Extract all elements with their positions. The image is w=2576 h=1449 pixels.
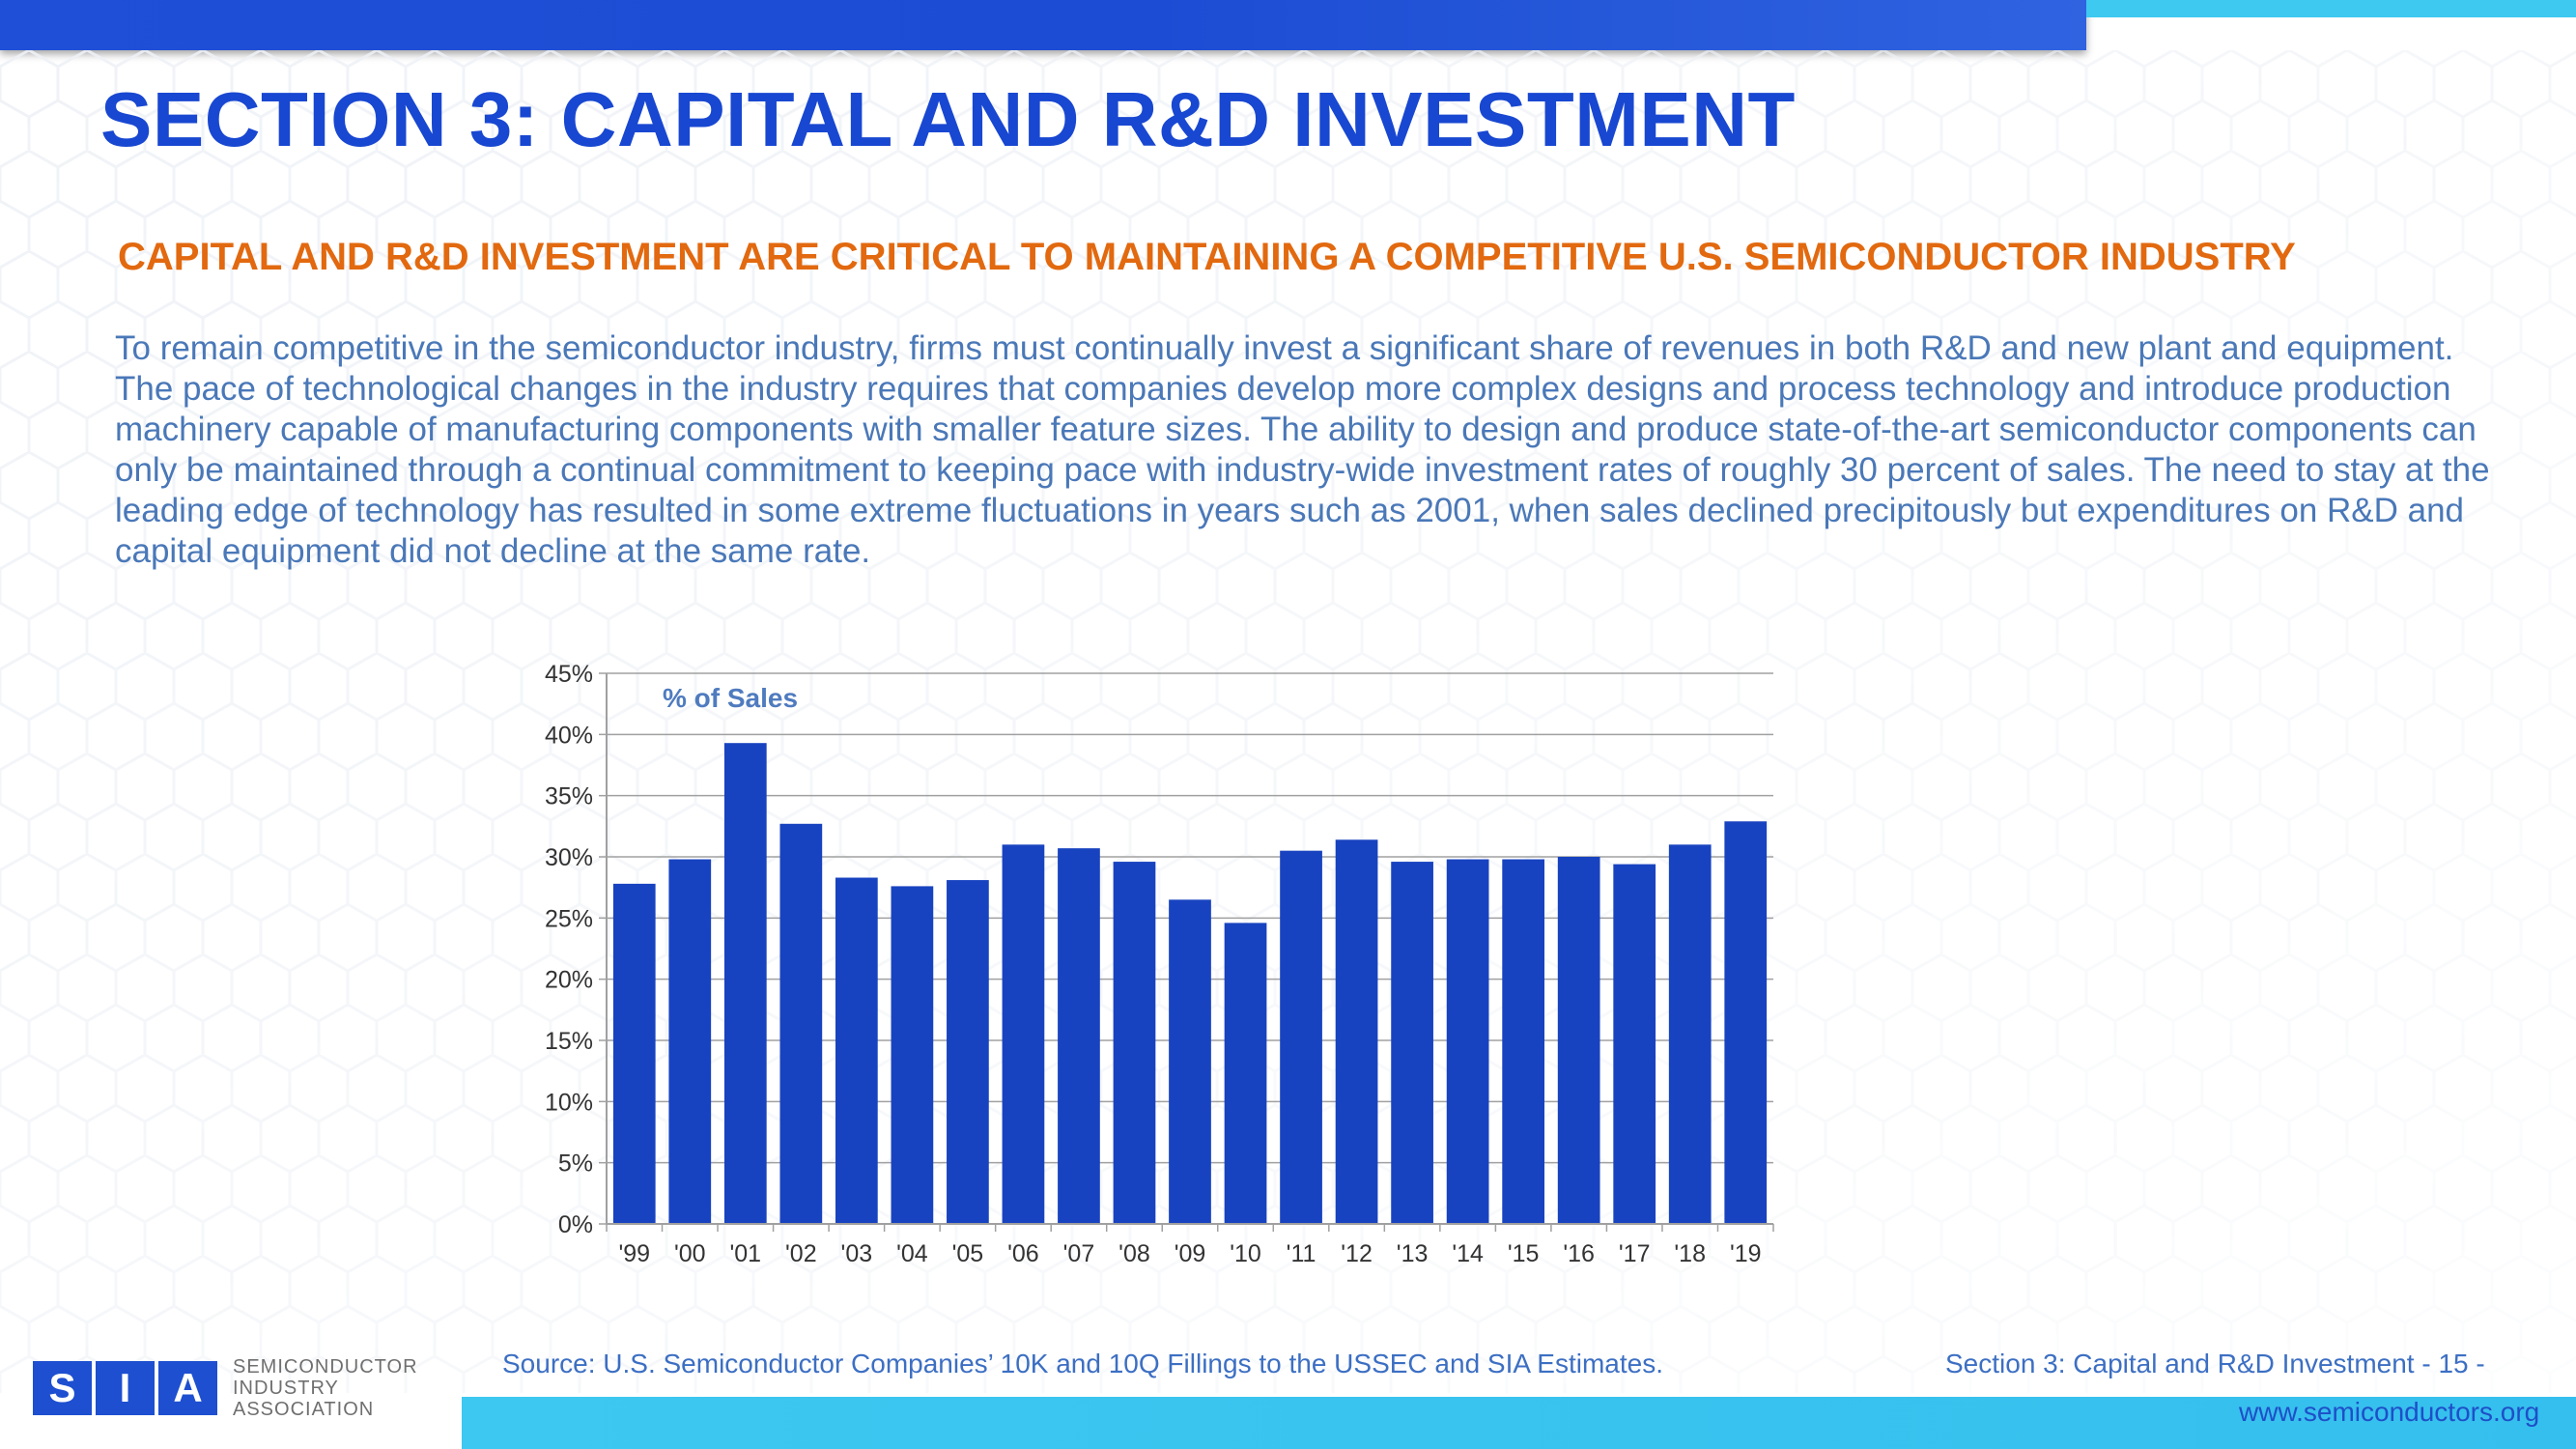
bar-13 [1391,862,1433,1224]
y-tick-label: 10% [545,1089,593,1116]
top-accent-band [2086,0,2576,17]
top-header-band [0,0,2086,50]
intro-paragraph: To remain competitive in the semiconduct… [115,329,2490,570]
y-tick-label: 30% [545,844,593,871]
x-tick-label: '12 [1341,1240,1373,1267]
bar-14 [1446,859,1489,1224]
x-tick-label: '14 [1452,1240,1484,1267]
y-axis-ticks: 0% 5% 10% 15% 20% 25% 30% 35% 40% 45% [545,661,607,1238]
bar-11 [1280,850,1322,1224]
x-tick-label: '00 [674,1240,706,1267]
bar-09 [1169,899,1211,1224]
x-tick-label: '04 [896,1240,928,1267]
y-tick-label: 0% [558,1211,593,1238]
x-tick-label: '15 [1508,1240,1540,1267]
logo-word-2: INDUSTRY [233,1378,339,1399]
bar-08 [1113,862,1156,1224]
website-link[interactable]: www.semiconductors.org [2239,1397,2540,1427]
bar-18 [1668,844,1712,1224]
bar-02 [779,823,823,1224]
x-tick-label: '09 [1175,1240,1206,1267]
x-tick-label: '18 [1674,1240,1706,1267]
bar-07 [1058,848,1100,1224]
x-tick-label: '17 [1619,1240,1651,1267]
bottom-accent-band [462,1397,2576,1449]
bar-10 [1224,923,1267,1224]
chart-annotation: % of Sales [663,683,798,713]
y-tick-label: 5% [558,1151,593,1178]
logo-letter-i: I [96,1361,155,1415]
y-tick-label: 25% [545,905,593,932]
bar-05 [947,880,989,1224]
x-tick-label: '05 [952,1240,984,1267]
logo-letter-a: A [158,1361,217,1415]
x-tick-label: '10 [1230,1240,1261,1267]
capex-rd-bar-chart: 0% 5% 10% 15% 20% 25% 30% 35% 40% 45% '99 '00 '01 '0… [545,661,1774,1267]
section-page-label: Section 3: Capital and R&D Investment - … [1945,1349,2485,1378]
chart-bars [612,743,1768,1224]
bar-12 [1335,839,1378,1224]
logo-word-1: SEMICONDUCTOR [233,1356,418,1378]
y-tick-label: 20% [545,967,593,994]
bar-16 [1557,857,1600,1224]
x-tick-label: '11 [1287,1240,1316,1267]
bar-15 [1502,859,1545,1224]
y-tick-label: 35% [545,783,593,810]
bar-03 [835,877,878,1224]
x-tick-label: '08 [1118,1240,1150,1267]
logo-letter-s: S [33,1361,92,1415]
logo-word-3: ASSOCIATION [233,1399,375,1420]
bar-00 [668,859,712,1224]
x-tick-label: '02 [785,1240,817,1267]
x-tick-label: '07 [1063,1240,1095,1267]
page-subtitle: CAPITAL AND R&D INVESTMENT ARE CRITICAL … [118,236,2296,278]
sia-logo: S I A SEMICONDUCTOR INDUSTRY ASSOCIATION [33,1356,418,1420]
x-tick-label: '13 [1397,1240,1429,1267]
bar-99 [612,883,656,1224]
x-tick-label: '19 [1730,1240,1762,1267]
bar-01 [723,743,767,1224]
y-tick-label: 45% [545,661,593,688]
source-note: Source: U.S. Semiconductor Companies’ 10… [502,1349,1663,1378]
x-axis-ticks: '99 '00 '01 '02 '03 '04 '05 '06 '07 '08 '09 '10 '11 '… [606,1224,1774,1267]
x-tick-label: '16 [1563,1240,1595,1267]
logo-wordmark: SEMICONDUCTOR INDUSTRY ASSOCIATION [233,1356,418,1420]
x-tick-label: '06 [1007,1240,1039,1267]
bar-04 [891,886,934,1224]
bar-17 [1613,864,1656,1224]
bar-06 [1002,844,1045,1224]
x-tick-label: '01 [730,1240,762,1267]
bar-19 [1724,821,1768,1224]
y-tick-label: 40% [545,722,593,749]
page-title: SECTION 3: CAPITAL AND R&D INVESTMENT [100,76,1796,162]
y-tick-label: 15% [545,1028,593,1055]
x-tick-label: '99 [618,1240,650,1267]
x-tick-label: '03 [841,1240,873,1267]
